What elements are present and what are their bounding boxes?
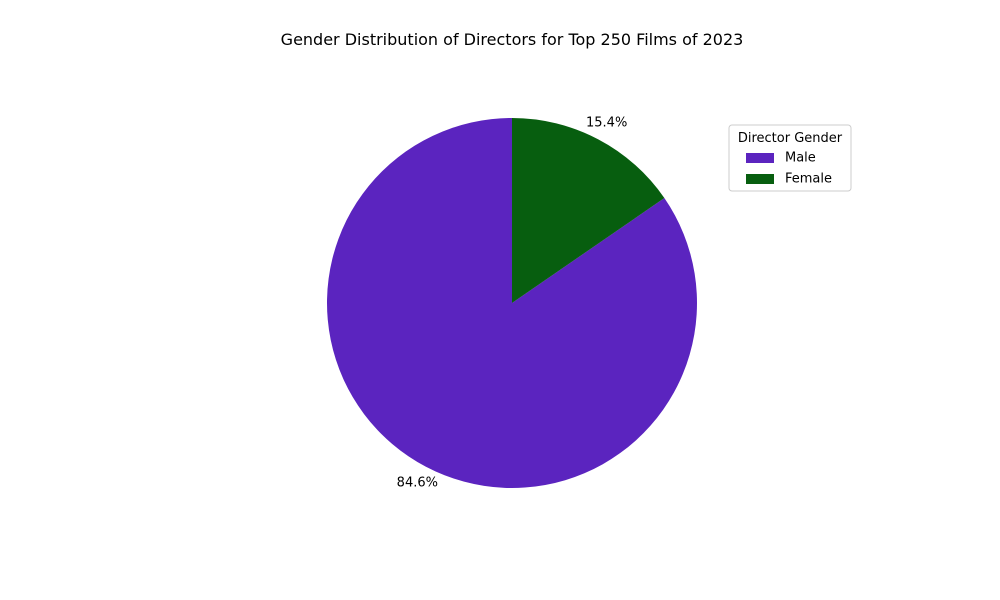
pie-slices: [327, 117, 697, 488]
slice-label-female: 15.4%: [586, 115, 627, 130]
legend-entries: Male Female: [746, 151, 832, 187]
legend-label-male: Male: [785, 151, 816, 166]
legend-title: Director Gender: [738, 131, 843, 146]
legend-label-female: Female: [785, 172, 832, 187]
pie-slice-female: [512, 117, 665, 303]
chart-title: Gender Distribution of Directors for Top…: [281, 30, 744, 49]
slice-label-male: 84.6%: [397, 476, 438, 491]
pie-slice-labels: 84.6% 15.4%: [397, 115, 628, 490]
legend-swatch-female: [746, 174, 774, 184]
legend-swatch-male: [746, 153, 774, 163]
legend: Director Gender Male Female: [728, 124, 852, 192]
